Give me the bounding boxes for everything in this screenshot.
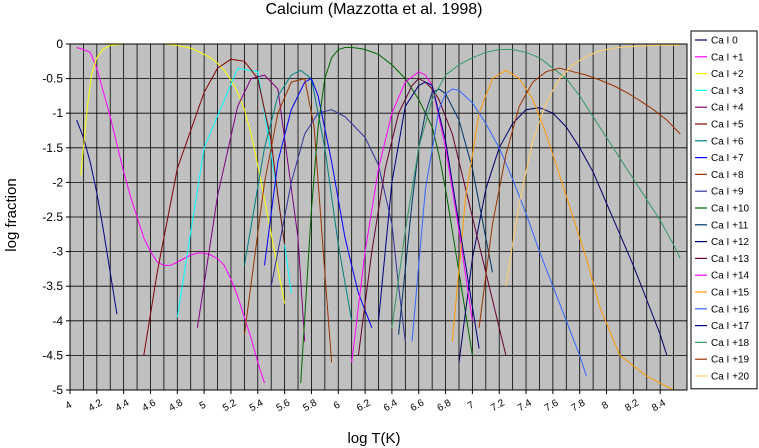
chart-title: Calcium (Mazzotta et al. 1998): [266, 1, 483, 18]
legend-label-8: Ca I +8: [711, 170, 744, 181]
series-line-6: [243, 69, 353, 321]
legend-label-6: Ca I +6: [711, 136, 744, 147]
x-tick-label: 6: [332, 399, 343, 412]
x-tick-label: 5: [198, 399, 209, 412]
x-tick-label: 4.6: [140, 397, 158, 414]
legend-label-0: Ca I 0: [711, 36, 738, 47]
x-tick-label: 4.2: [87, 397, 105, 414]
x-tick-label: 4.8: [167, 397, 185, 414]
legend-label-20: Ca I +20: [711, 372, 750, 383]
legend-label-3: Ca I +3: [711, 86, 744, 97]
legend-label-16: Ca I +16: [711, 304, 750, 315]
series-line-2: [80, 43, 286, 304]
y-tick-label: -3: [52, 245, 63, 259]
legend-label-7: Ca I +7: [711, 153, 744, 164]
legend-label-13: Ca I +13: [711, 254, 750, 265]
x-axis-label: log T(K): [347, 430, 400, 447]
x-tick-label: 6.4: [382, 397, 400, 414]
series-line-9: [270, 109, 406, 342]
legend-label-4: Ca I +4: [711, 103, 744, 114]
y-axis: 0 -0.5 -1 -1.5 -2 -2.5 -3 -3.5 -4 -4.5 -5: [42, 37, 70, 397]
legend-label-15: Ca I +15: [711, 288, 750, 299]
y-tick-label: 0: [56, 37, 63, 51]
series-line-14: [351, 71, 473, 363]
x-axis: 4 4.2 4.4 4.6 4.8 5 5.2 5.4 5.6 5.8 6 6.2 6.4 6.6 6.8 7…: [64, 390, 668, 414]
y-tick-label: -4: [52, 314, 63, 328]
x-tick-label: 8: [600, 399, 611, 412]
series-line-12: [458, 107, 668, 363]
y-tick-label: -0.5: [42, 72, 63, 86]
series-layer: [76, 43, 687, 391]
legend-label-5: Ca I +5: [711, 120, 744, 131]
series-line-20: [505, 44, 681, 287]
legend-label-2: Ca I +2: [711, 69, 744, 80]
x-tick-label: 7: [466, 399, 477, 412]
legend-label-19: Ca I +19: [711, 355, 750, 366]
x-tick-label: 4: [64, 399, 75, 412]
y-tick-label: -2: [52, 175, 63, 189]
y-tick-label: -3.5: [42, 279, 63, 293]
x-tick-label: 5.4: [248, 397, 266, 414]
legend-label-1: Ca I +1: [711, 52, 744, 63]
series-line-1: [76, 47, 265, 384]
series-line-8: [243, 77, 333, 363]
y-tick-label: -5: [52, 383, 63, 397]
x-tick-label: 5.8: [301, 397, 319, 414]
series-line-5: [143, 58, 286, 356]
legend-label-11: Ca I +11: [711, 220, 749, 231]
legend-label-10: Ca I +10: [711, 204, 750, 215]
y-axis-label: log fraction: [3, 178, 20, 251]
legend-label-9: Ca I +9: [711, 187, 744, 198]
x-tick-label: 6.6: [409, 397, 427, 414]
x-tick-label: 8.2: [623, 397, 641, 414]
legend-label-17: Ca I +17: [711, 321, 750, 332]
x-tick-label: 7.8: [570, 397, 588, 414]
series-line-4: [196, 74, 306, 342]
grid: [70, 43, 687, 391]
series-line-13: [357, 77, 507, 356]
series-line-0: [76, 119, 118, 314]
x-tick-label: 7.4: [516, 397, 534, 414]
series-line-15: [451, 69, 687, 391]
x-tick-label: 6.8: [436, 397, 454, 414]
x-tick-label: 7.2: [489, 397, 507, 414]
series-line-18: [391, 49, 681, 328]
legend-label-12: Ca I +12: [711, 237, 750, 248]
series-line-16: [411, 88, 587, 377]
y-tick-label: -2.5: [42, 210, 63, 224]
x-tick-label: 8.4: [650, 397, 668, 414]
series-line-7: [264, 77, 373, 328]
x-tick-label: 7.6: [543, 397, 561, 414]
legend: Ca I 0 Ca I +1 Ca I +2 Ca I +3 Ca I +4 Ca I +…: [690, 30, 758, 390]
series-line-10: [300, 47, 473, 384]
y-tick-label: -1: [52, 106, 63, 120]
x-tick-label: 5.6: [275, 397, 293, 414]
x-tick-label: 4.4: [114, 397, 132, 414]
y-tick-label: -1.5: [42, 141, 63, 155]
series-line-19: [478, 67, 681, 328]
legend-label-14: Ca I +14: [711, 271, 750, 282]
x-tick-label: 6.2: [355, 397, 373, 414]
y-tick-label: -4.5: [42, 348, 63, 362]
x-tick-label: 5.2: [221, 397, 239, 414]
series-line-11: [398, 88, 493, 335]
series-line-17: [378, 81, 480, 349]
legend-label-18: Ca I +18: [711, 338, 750, 349]
